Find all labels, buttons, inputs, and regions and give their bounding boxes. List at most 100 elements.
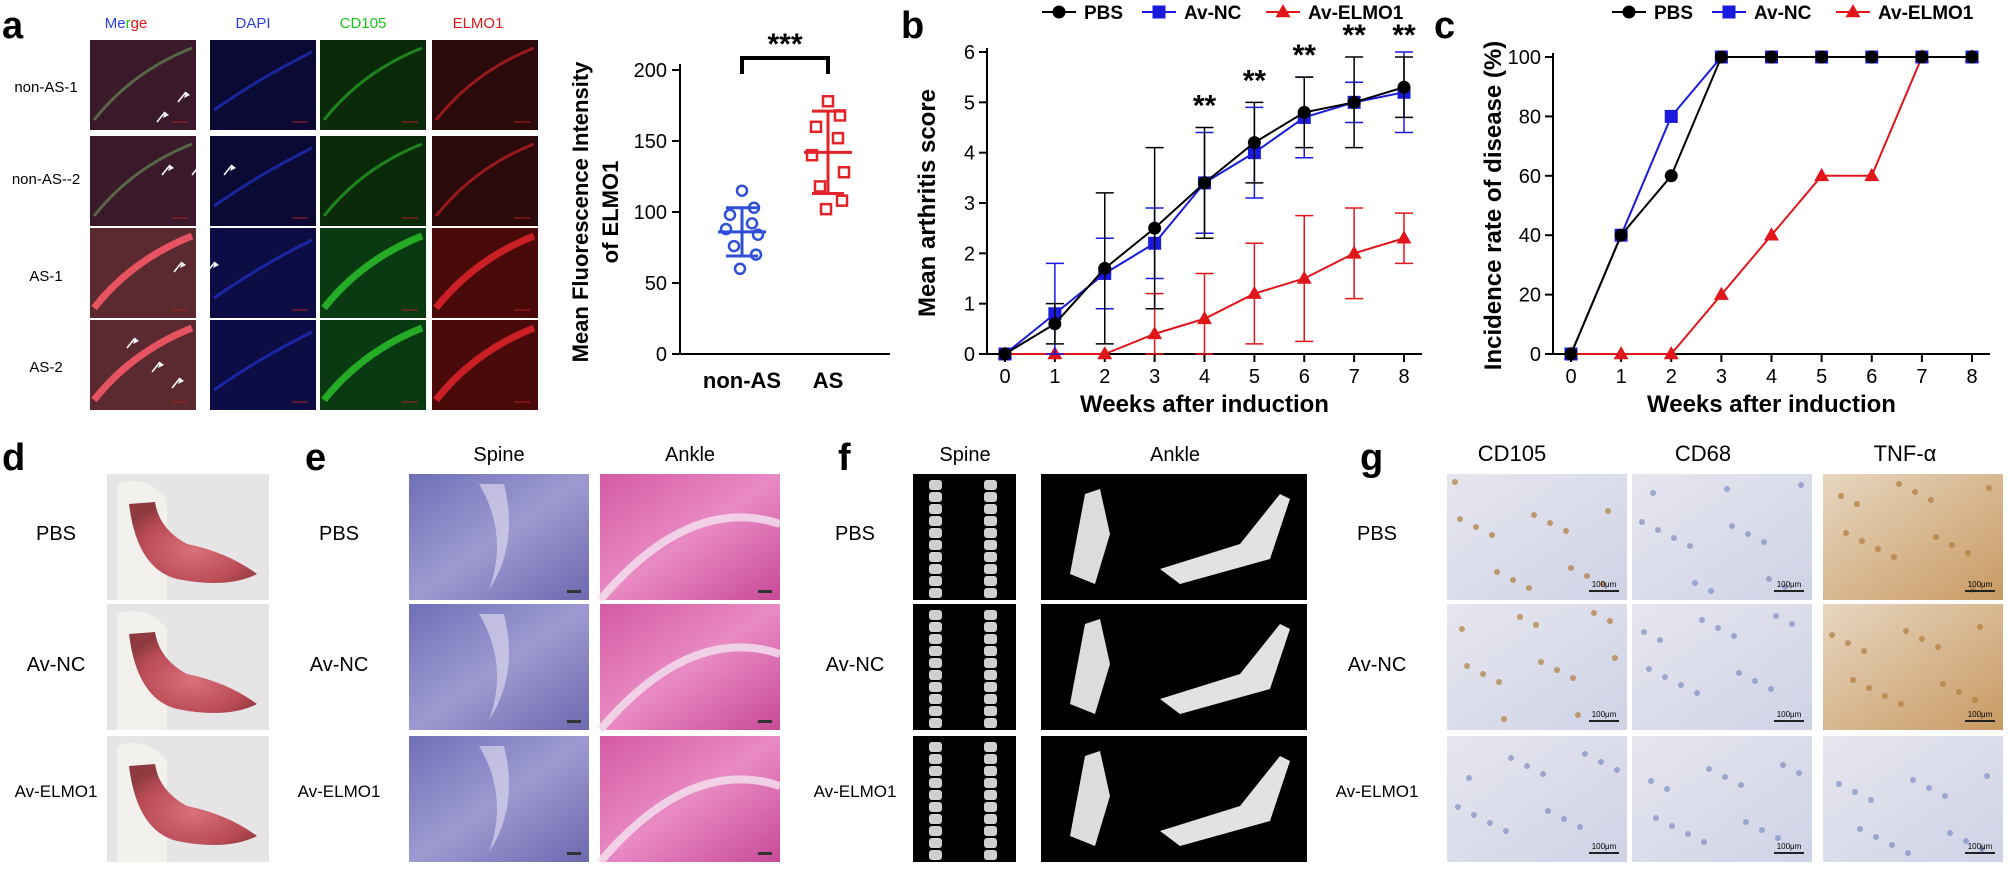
data-point: [1663, 346, 1679, 360]
arrow-icon: [177, 91, 187, 103]
cell-nucleus: [1956, 689, 1962, 695]
cell-nucleus: [1669, 823, 1675, 829]
swollen-paw: [129, 764, 257, 845]
swollen-paw: [129, 502, 257, 583]
cell-nucleus: [1694, 690, 1700, 696]
merge-letter-2: e: [117, 15, 125, 32]
data-point: [735, 184, 749, 197]
arrow-icon: [206, 261, 216, 273]
data-point: [723, 208, 737, 222]
cell-nucleus: [1708, 588, 1714, 594]
f-row-av-elmo1: Av-ELMO1: [814, 782, 897, 801]
fluorescence-signal: [213, 50, 313, 112]
y-axis-title: Mean Fluorescence Intensity of ELMO1: [568, 61, 623, 363]
arrow-icon: [156, 111, 166, 123]
row-label-as-2: AS-2: [29, 359, 62, 376]
data-point: [831, 131, 845, 145]
fluorescence-signal: [433, 324, 536, 403]
cell-nucleus: [1977, 624, 1983, 630]
panel-e-row-labels: PBS Av-NC Av-ELMO1: [298, 523, 381, 801]
x-tick-label: 0: [1565, 366, 1576, 388]
arrow-icon: [191, 164, 201, 176]
vertebra: [984, 658, 997, 668]
data-point: [1197, 310, 1212, 325]
cell-nucleus: [1919, 636, 1925, 642]
row-label-as-1: AS-1: [29, 268, 62, 285]
g-col-cd68: CD68: [1675, 441, 1731, 466]
x-tick-label: 6: [1866, 366, 1877, 388]
cell-nucleus: [1947, 830, 1953, 836]
cell-nucleus: [1745, 531, 1751, 537]
cell-nucleus: [1875, 546, 1881, 552]
cell-nucleus: [1979, 846, 1985, 852]
incidence-chart: 0 20 40 60 80 100 0 1 2 3 4 5 6 7 8 Weeks after inducti…: [1480, 3, 1990, 418]
vertebra: [984, 670, 997, 680]
x-tick-label: 1: [1616, 366, 1627, 388]
data-point: [998, 347, 1012, 361]
row-label-non-as-2: non-AS--2: [12, 171, 80, 188]
data-point: [1713, 286, 1729, 300]
cell-nucleus: [1473, 524, 1479, 530]
cell-nucleus: [1655, 527, 1661, 533]
vertebra: [984, 682, 997, 692]
scale-bar: [567, 852, 581, 855]
cell-nucleus: [1963, 838, 1969, 844]
channel-merge-label: Merge: [105, 15, 148, 32]
joint-space: [596, 513, 782, 603]
cell-nucleus: [1662, 674, 1668, 680]
vertebra: [984, 646, 997, 656]
vertebra: [984, 802, 997, 812]
vertebra: [929, 826, 942, 836]
arrow-icon: [230, 165, 236, 171]
legend-marker: [1275, 4, 1291, 18]
panel-letter-a: a: [2, 5, 24, 47]
data-point: [1664, 109, 1678, 123]
data-point: [1048, 317, 1062, 331]
arthritis-score-chart: 0 1 2 3 4 5 6 0 1 2 3 4 5 6 7 8 Weeks after induction Mea…: [914, 3, 1422, 418]
f-row-av-nc: Av-NC: [826, 654, 885, 676]
y-tick-label: 100: [634, 202, 667, 224]
fluorescence-tile: [210, 40, 316, 130]
cell-nucleus: [1646, 666, 1652, 672]
vertebra: [929, 814, 942, 824]
cell-nucleus: [1838, 493, 1844, 499]
significance-label: **: [1392, 19, 1416, 52]
x-tick-label: 8: [1966, 366, 1977, 388]
cell-nucleus: [1466, 775, 1472, 781]
vertebra: [984, 814, 997, 824]
cell-nucleus: [1736, 670, 1742, 676]
cell-nucleus: [1889, 842, 1895, 848]
scale-label: 100μm: [1968, 842, 1993, 851]
cell-nucleus: [1639, 519, 1645, 525]
vertebra: [929, 754, 942, 764]
cell-nucleus: [1891, 554, 1897, 560]
y-tick-label: 80: [1519, 106, 1541, 128]
ct-spine-image: [913, 474, 1016, 600]
vertebra: [929, 670, 942, 680]
data-point: [1098, 261, 1112, 275]
vertebra: [984, 504, 997, 514]
channel-dapi-label: DAPI: [235, 15, 270, 32]
cell-nucleus: [1768, 686, 1774, 692]
arrow-icon: [223, 164, 233, 176]
vertebra: [984, 766, 997, 776]
vertebra: [984, 790, 997, 800]
d-row-av-nc: Av-NC: [27, 654, 86, 676]
arrow-icon: [161, 164, 171, 176]
cell-nucleus: [1605, 508, 1611, 514]
arrow-icon: [151, 361, 161, 373]
vertebra: [984, 492, 997, 502]
cell-nucleus: [1861, 648, 1867, 654]
fluorescence-signal: [322, 142, 423, 217]
ankle-bone: [1160, 624, 1290, 714]
cartilage-region: [479, 484, 509, 590]
g-row-av-nc: Av-NC: [1348, 654, 1407, 676]
y-tick-label: 150: [634, 131, 667, 153]
ihc-grid: 100μm 100μm 100μm 100μm 100μm 100μm 100μm 100μm…: [1447, 474, 2003, 862]
cell-nucleus: [1452, 479, 1458, 485]
significance-label: **: [1193, 90, 1217, 123]
data-point: [1714, 50, 1728, 64]
vertebra: [929, 634, 942, 644]
cell-nucleus: [1526, 585, 1532, 591]
legend-marker: [1052, 5, 1066, 19]
